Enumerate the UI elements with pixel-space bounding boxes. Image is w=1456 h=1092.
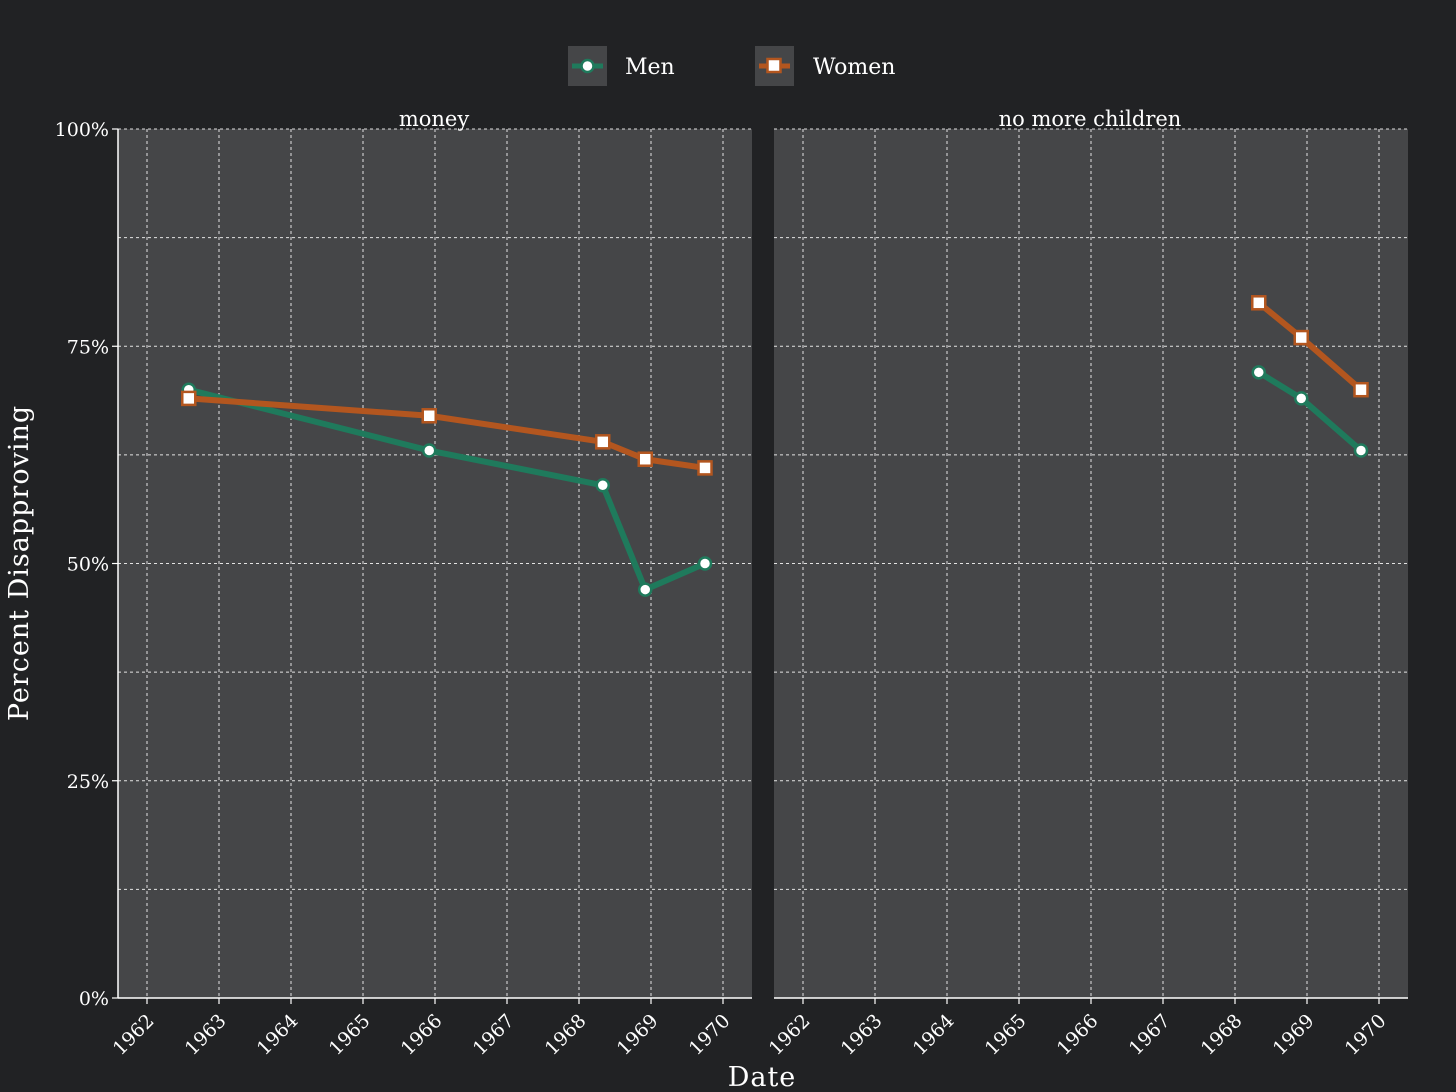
data-point-women[interactable] bbox=[1293, 329, 1309, 346]
x-tick-label: 1966 bbox=[1053, 1010, 1103, 1060]
x-tick-label: 1962 bbox=[765, 1010, 815, 1060]
x-tick-label: 1963 bbox=[837, 1010, 887, 1060]
y-tick-label: 0% bbox=[79, 988, 109, 1010]
data-point-women[interactable] bbox=[697, 460, 713, 476]
x-tick-label: 1964 bbox=[909, 1010, 959, 1060]
x-axis-title: Date bbox=[728, 1062, 797, 1092]
facet-title-no-more-children: no more children bbox=[999, 107, 1182, 131]
x-tick-label: 1970 bbox=[685, 1010, 735, 1060]
data-point-men[interactable] bbox=[1293, 391, 1309, 406]
data-point-women[interactable] bbox=[181, 390, 197, 407]
legend-marker-men bbox=[580, 58, 595, 74]
x-tick-label: 1967 bbox=[469, 1010, 519, 1060]
data-point-women[interactable] bbox=[421, 408, 437, 424]
y-axis-title: Percent Disapproving bbox=[4, 405, 35, 721]
x-tick-label: 1963 bbox=[181, 1010, 231, 1060]
data-point-women[interactable] bbox=[637, 451, 653, 467]
x-axis-ticks: 1962 1963 1964 1965 1966 1967 1968 1969 1970 1962… bbox=[109, 1010, 1391, 1060]
x-tick-label: 1964 bbox=[253, 1010, 303, 1060]
y-axis-ticks: 0% 25% 50% 75% 100% bbox=[55, 119, 118, 1010]
x-tick-label: 1968 bbox=[541, 1010, 591, 1060]
x-tick-label: 1969 bbox=[613, 1010, 663, 1060]
data-point-men[interactable] bbox=[595, 478, 611, 493]
legend-label-men: Men bbox=[625, 55, 675, 80]
x-tick-label: 1969 bbox=[1269, 1010, 1319, 1060]
data-point-men[interactable] bbox=[697, 556, 713, 571]
y-tick-label: 25% bbox=[67, 771, 109, 793]
x-tick-label: 1970 bbox=[1341, 1010, 1391, 1060]
x-tick-label: 1965 bbox=[325, 1010, 375, 1060]
x-tick-label: 1966 bbox=[397, 1010, 447, 1060]
x-tick-label: 1967 bbox=[1125, 1010, 1175, 1060]
legend: Men Women bbox=[568, 46, 895, 86]
y-tick-label: 100% bbox=[55, 119, 109, 141]
data-point-women[interactable] bbox=[595, 434, 611, 450]
legend-marker-women bbox=[766, 57, 782, 74]
y-tick-label: 50% bbox=[67, 554, 109, 576]
facet-panel-money bbox=[117, 128, 752, 1004]
y-tick-label: 75% bbox=[67, 336, 109, 358]
data-point-women[interactable] bbox=[1251, 295, 1267, 311]
data-point-men[interactable] bbox=[1353, 443, 1369, 458]
data-point-women[interactable] bbox=[1353, 381, 1369, 398]
x-tick-label: 1965 bbox=[981, 1010, 1031, 1060]
legend-item-women[interactable]: Women bbox=[755, 46, 895, 86]
data-point-men[interactable] bbox=[1251, 365, 1267, 380]
legend-label-women: Women bbox=[813, 55, 895, 80]
x-tick-label: 1962 bbox=[109, 1010, 159, 1060]
facet-title-money: money bbox=[399, 107, 470, 131]
facet-panel-no-more-children bbox=[774, 128, 1408, 1004]
data-point-men[interactable] bbox=[421, 443, 437, 458]
data-point-men[interactable] bbox=[637, 582, 653, 597]
x-tick-label: 1968 bbox=[1197, 1010, 1247, 1060]
legend-item-men[interactable]: Men bbox=[568, 46, 675, 86]
